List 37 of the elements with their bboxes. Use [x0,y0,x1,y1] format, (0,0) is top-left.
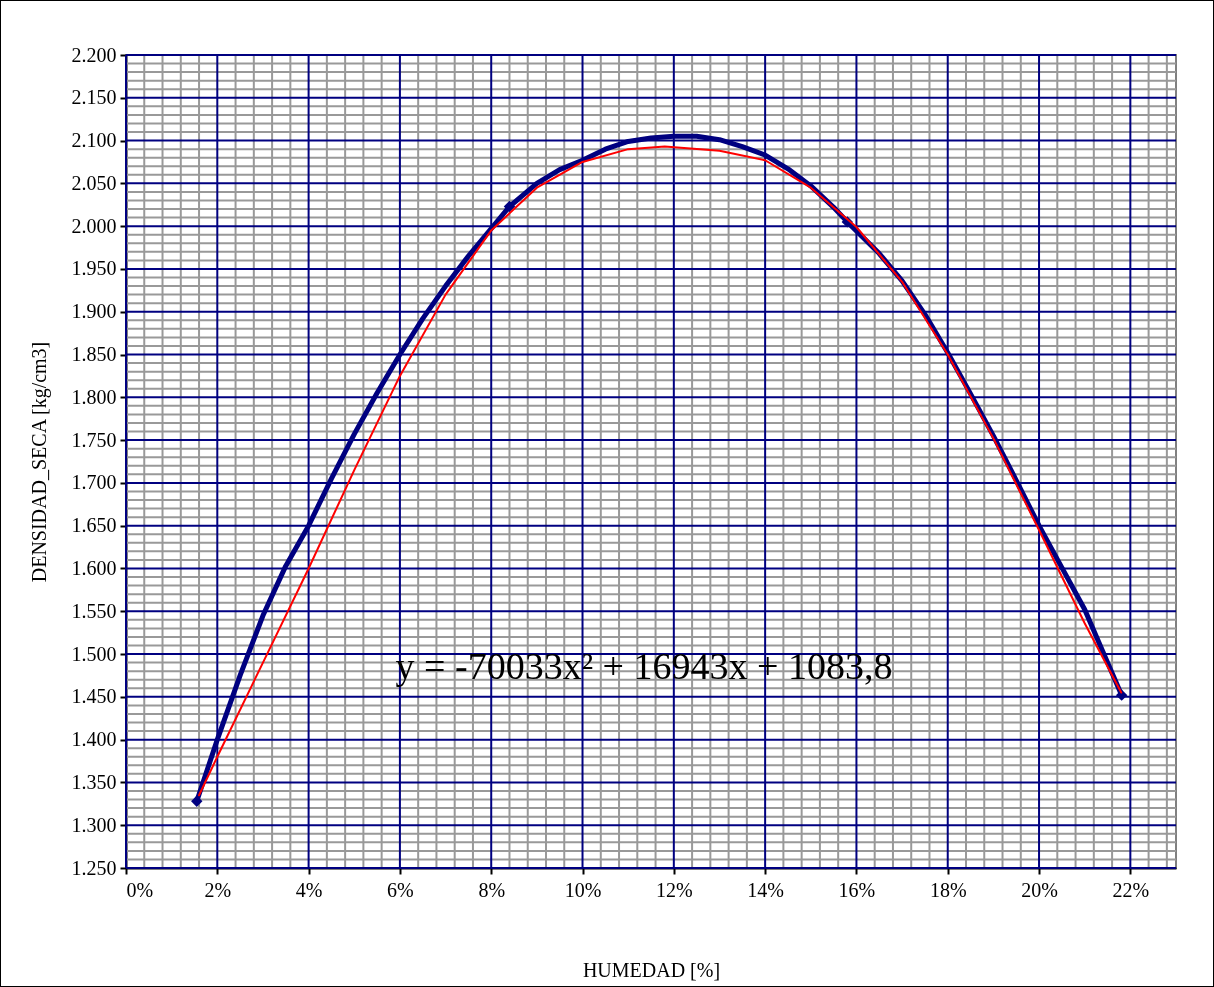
y-tick-label: 1.950 [71,257,117,280]
y-tick-label: 1.750 [71,428,117,451]
y-tick-label: 1.800 [71,385,117,408]
y-tick-label: 1.500 [71,642,117,665]
y-tick-label: 1.550 [71,599,117,622]
x-tick-label: 0% [126,878,154,901]
y-tick-label: 1.700 [71,471,117,494]
y-tick-label: 1.650 [71,514,117,537]
y-tick-label: 2.000 [71,214,117,237]
x-tick-label: 20% [1021,878,1058,901]
x-tick-label: 14% [747,878,784,901]
x-tick-label: 12% [655,878,693,901]
x-tick-label: 22% [1112,878,1150,901]
y-tick-label: 1.400 [71,728,117,751]
x-tick-label: 16% [838,878,876,901]
y-tick-label: 2.100 [71,129,117,152]
y-tick-label: 1.350 [71,770,117,793]
x-tick-label: 6% [387,878,414,901]
point [1115,689,1128,701]
y-tick-label: 1.250 [71,856,117,879]
y-tick-label: 2.150 [71,86,117,109]
y-tick-label: 1.850 [71,343,117,366]
point [503,200,516,213]
x-tick-label: 10% [564,878,602,901]
x-tick-label: 2% [204,878,232,901]
y-tick-label: 1.450 [71,685,117,708]
x-tick-label: 8% [478,878,506,901]
y-tick-label: 2.200 [71,43,117,66]
y-tick-label: 1.300 [71,813,117,836]
y-tick-label: 1.900 [71,300,117,323]
x-tick-label: 4% [295,878,323,901]
y-tick-label: 2.050 [71,171,117,194]
y-axis-title: DENSIDAD_SECA [kg/cm3] [27,341,51,583]
point [191,795,203,807]
y-tick-label: 1.600 [71,556,117,579]
x-axis-title: HUMEDAD [%] [582,958,721,981]
x-tick-label: 18% [929,878,967,901]
